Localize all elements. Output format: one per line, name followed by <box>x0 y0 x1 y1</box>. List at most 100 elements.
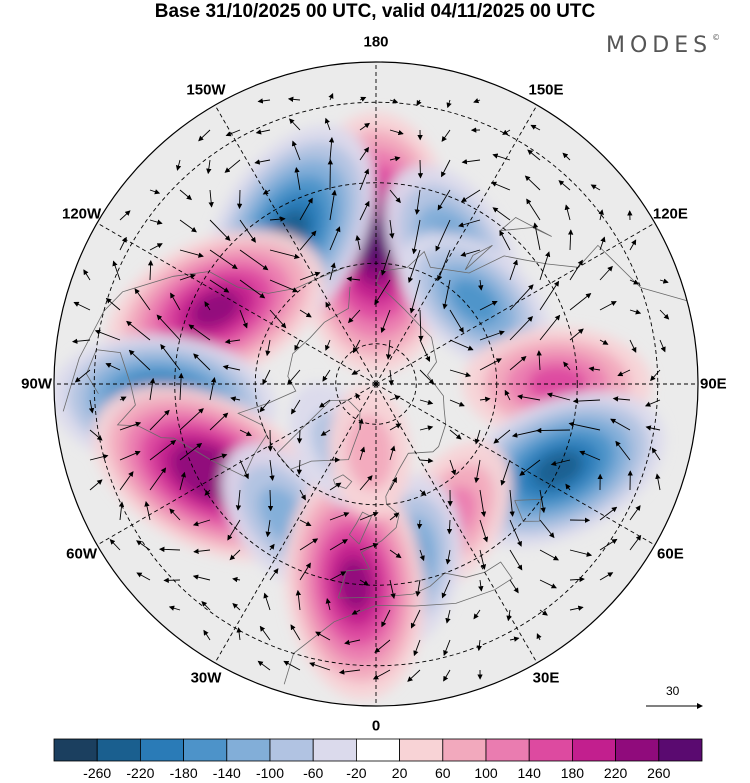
colorbar-box <box>96 738 141 762</box>
wind-arrow <box>569 549 593 557</box>
wind-arrow <box>291 140 301 161</box>
latitude-circle <box>335 343 417 425</box>
wind-arrow <box>579 450 601 461</box>
wind-arrow <box>144 501 151 521</box>
wind-arrow <box>352 339 361 354</box>
wind-arrow <box>449 459 457 476</box>
wind-arrow <box>568 421 601 431</box>
wind-arrow <box>500 459 511 486</box>
longitude-label: 180 <box>363 33 389 51</box>
colorbar-box <box>615 738 660 762</box>
wind-arrow <box>359 122 371 131</box>
wind-arrow <box>299 519 312 527</box>
wind-arrow <box>419 399 434 405</box>
wind-arrow <box>650 369 661 382</box>
wind-arrow <box>644 399 661 407</box>
wind-arrow <box>629 239 637 251</box>
wind-arrow <box>536 633 542 641</box>
wind-arrow <box>119 396 127 402</box>
wind-arrow <box>413 639 421 657</box>
wind-arrow <box>88 399 95 414</box>
wind-arrow <box>569 576 585 583</box>
wind-arrow <box>389 395 401 401</box>
wind-arrow <box>374 279 391 306</box>
wind-arrow <box>539 251 551 281</box>
wind-arrow <box>222 364 241 371</box>
wind-arrow <box>322 369 331 382</box>
wind-arrow <box>441 579 451 599</box>
wind-arrow <box>599 572 614 581</box>
wind-arrow <box>209 219 231 242</box>
wind-arrow <box>539 314 561 341</box>
wind-arrow <box>599 506 618 521</box>
wind-arrow <box>389 156 401 162</box>
colorbar-box <box>183 738 228 762</box>
wind-arrow <box>149 439 177 461</box>
meridian-line <box>214 104 377 385</box>
wind-arrow <box>527 149 541 161</box>
wind-arrow <box>192 574 211 581</box>
longitude-label: 120W <box>62 205 102 223</box>
colorbar-tick-label: -60 <box>303 765 323 781</box>
wind-arrow <box>290 624 301 641</box>
colorbar-tick-label: 180 <box>561 765 585 781</box>
wind-arrow <box>119 450 141 461</box>
wind-arrow <box>492 153 511 161</box>
wind-arrow <box>206 159 212 175</box>
wind-arrow <box>651 447 661 461</box>
okhotsk-low-level <box>450 278 500 324</box>
wind-arrow <box>479 330 505 341</box>
wind-arrow <box>179 442 203 461</box>
wind-arrow <box>380 249 391 276</box>
wind-arrow <box>265 339 271 357</box>
colorbar-tick-label: -220 <box>126 765 154 781</box>
colorbar-box <box>53 738 98 762</box>
wind-arrow <box>372 669 391 680</box>
wind-arrow <box>437 249 451 282</box>
meridian-line <box>96 383 377 546</box>
wind-arrow <box>414 189 421 215</box>
wind-arrow <box>136 540 151 551</box>
colorbar-boxes <box>53 738 703 762</box>
wind-arrow <box>170 292 181 311</box>
wind-arrow <box>458 219 481 228</box>
wind-arrow <box>169 508 181 521</box>
wind-arrow <box>257 660 271 671</box>
colorbar-tick-label: 220 <box>604 765 628 781</box>
wind-arrow <box>524 175 541 191</box>
colorbar-tick-label: -180 <box>170 765 198 781</box>
wind-arrow <box>325 598 331 611</box>
longitude-label: 150E <box>528 81 564 99</box>
reference-vector <box>646 703 703 709</box>
wind-arrow <box>119 471 134 491</box>
wind-arrow <box>415 579 421 597</box>
wind-arrow <box>262 369 271 385</box>
wind-arrow <box>209 412 229 431</box>
wind-arrow <box>355 392 361 401</box>
wind-arrow <box>83 269 91 281</box>
wind-arrow <box>351 609 361 615</box>
wind-arrow <box>109 539 121 551</box>
wind-arrow <box>445 609 451 624</box>
colorbar-box <box>528 738 573 762</box>
wind-arrow <box>72 338 91 344</box>
wind-arrow <box>446 519 453 535</box>
wind-arrow <box>209 279 230 293</box>
wind-arrow <box>328 92 334 101</box>
wind-arrow <box>263 592 271 611</box>
wind-arrow <box>239 309 248 329</box>
wind-arrow <box>359 475 373 491</box>
wind-arrow <box>324 117 331 131</box>
wind-arrow <box>89 479 103 491</box>
wind-arrow <box>288 118 301 131</box>
wind-arrow <box>254 159 271 165</box>
wind-arrow <box>309 662 331 671</box>
wind-arrow <box>474 459 481 484</box>
wind-arrow <box>89 429 103 441</box>
meridian-line <box>375 104 538 385</box>
wind-arrow <box>294 339 301 351</box>
wind-arrow <box>287 369 301 385</box>
wind-arrow <box>418 309 424 342</box>
wind-arrow <box>509 489 515 517</box>
wind-arrow <box>159 546 181 553</box>
